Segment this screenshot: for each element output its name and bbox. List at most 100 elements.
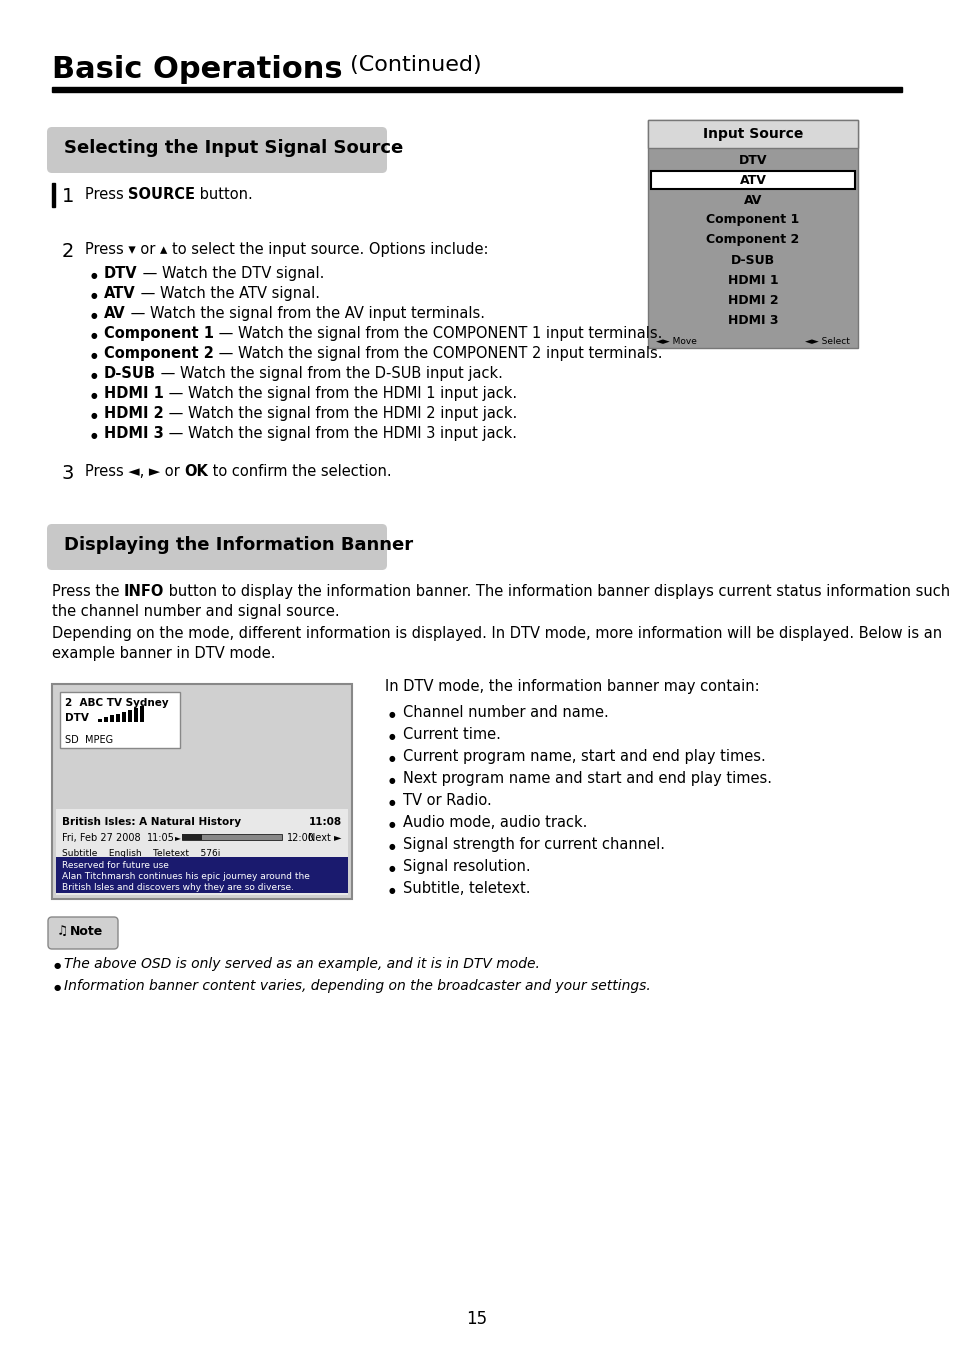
Text: DTV: DTV bbox=[738, 154, 766, 166]
Bar bbox=[182, 834, 282, 840]
Bar bbox=[182, 834, 202, 840]
Bar bbox=[122, 711, 126, 722]
Text: AV: AV bbox=[104, 306, 126, 321]
Bar bbox=[56, 857, 348, 892]
Text: ●: ● bbox=[91, 351, 97, 360]
Text: the channel number and signal source.: the channel number and signal source. bbox=[52, 603, 339, 620]
Text: Reserved for future use: Reserved for future use bbox=[62, 861, 169, 869]
Text: — Watch the signal from the COMPONENT 1 input terminals.: — Watch the signal from the COMPONENT 1 … bbox=[213, 325, 661, 342]
Text: Alan Titchmarsh continues his epic journey around the: Alan Titchmarsh continues his epic journ… bbox=[62, 872, 310, 882]
Text: ●: ● bbox=[91, 292, 97, 300]
Text: HDMI 1: HDMI 1 bbox=[104, 386, 164, 401]
Text: ●: ● bbox=[54, 961, 61, 971]
Text: ●: ● bbox=[389, 819, 395, 829]
Text: Subtitle    English    Teletext    576i: Subtitle English Teletext 576i bbox=[62, 849, 220, 859]
Text: OK: OK bbox=[184, 464, 208, 479]
Text: — Watch the signal from the HDMI 3 input jack.: — Watch the signal from the HDMI 3 input… bbox=[164, 427, 517, 441]
Text: to confirm the selection.: to confirm the selection. bbox=[208, 464, 392, 479]
Text: ●: ● bbox=[91, 331, 97, 340]
Text: HDMI 3: HDMI 3 bbox=[104, 427, 164, 441]
Text: Next ►: Next ► bbox=[308, 833, 341, 842]
Bar bbox=[647, 120, 857, 148]
Text: British Isles and discovers why they are so diverse.: British Isles and discovers why they are… bbox=[62, 883, 294, 892]
Text: — Watch the signal from the AV input terminals.: — Watch the signal from the AV input ter… bbox=[126, 306, 484, 321]
Text: ●: ● bbox=[91, 431, 97, 440]
Text: 11:08: 11:08 bbox=[309, 817, 341, 828]
Text: Component 1: Component 1 bbox=[104, 325, 213, 342]
Bar bbox=[98, 720, 102, 722]
FancyBboxPatch shape bbox=[47, 524, 387, 570]
Text: button.: button. bbox=[195, 188, 253, 202]
Text: AV: AV bbox=[743, 193, 761, 207]
Bar bbox=[128, 710, 132, 722]
Text: ●: ● bbox=[389, 842, 395, 850]
Text: ●: ● bbox=[389, 886, 395, 895]
Bar bbox=[52, 184, 55, 207]
Text: (Continued): (Continued) bbox=[342, 55, 480, 76]
Text: Fri, Feb 27 2008: Fri, Feb 27 2008 bbox=[62, 833, 140, 842]
Text: Selecting the Input Signal Source: Selecting the Input Signal Source bbox=[64, 139, 403, 157]
Text: 3: 3 bbox=[62, 464, 74, 483]
Text: Audio mode, audio track.: Audio mode, audio track. bbox=[402, 815, 587, 830]
Bar bbox=[650, 171, 854, 189]
Text: ●: ● bbox=[389, 864, 395, 873]
Text: DTV: DTV bbox=[104, 266, 137, 281]
Text: HDMI 2: HDMI 2 bbox=[727, 293, 778, 306]
Text: — Watch the DTV signal.: — Watch the DTV signal. bbox=[137, 266, 324, 281]
Text: button to display the information banner. The information banner displays curren: button to display the information banner… bbox=[164, 585, 953, 599]
Text: — Watch the signal from the HDMI 2 input jack.: — Watch the signal from the HDMI 2 input… bbox=[164, 406, 517, 421]
Text: — Watch the signal from the D-SUB input jack.: — Watch the signal from the D-SUB input … bbox=[156, 366, 502, 381]
Text: Information banner content varies, depending on the broadcaster and your setting: Information banner content varies, depen… bbox=[64, 979, 650, 994]
Text: — Watch the signal from the HDMI 1 input jack.: — Watch the signal from the HDMI 1 input… bbox=[164, 386, 517, 401]
Bar bbox=[647, 120, 857, 348]
Text: ●: ● bbox=[389, 798, 395, 807]
Bar bbox=[56, 809, 348, 895]
Text: British Isles: A Natural History: British Isles: A Natural History bbox=[62, 817, 241, 828]
Text: TV or Radio.: TV or Radio. bbox=[402, 792, 491, 809]
Text: Basic Operations: Basic Operations bbox=[52, 55, 342, 84]
Text: HDMI 3: HDMI 3 bbox=[727, 313, 778, 327]
Text: Component 2: Component 2 bbox=[705, 234, 799, 247]
Text: 2  ABC TV Sydney: 2 ABC TV Sydney bbox=[65, 698, 169, 707]
Text: 1: 1 bbox=[62, 188, 74, 207]
FancyBboxPatch shape bbox=[47, 127, 387, 173]
Text: HDMI 1: HDMI 1 bbox=[727, 274, 778, 286]
Text: Depending on the mode, different information is displayed. In DTV mode, more inf: Depending on the mode, different informa… bbox=[52, 626, 942, 641]
Text: Component 1: Component 1 bbox=[705, 213, 799, 227]
Text: Press ▾ or ▴ to select the input source. Options include:: Press ▾ or ▴ to select the input source.… bbox=[85, 242, 488, 256]
Text: Channel number and name.: Channel number and name. bbox=[402, 705, 608, 720]
Text: Current time.: Current time. bbox=[402, 728, 500, 743]
Text: ATV: ATV bbox=[104, 286, 135, 301]
Text: ●: ● bbox=[91, 410, 97, 420]
Text: 15: 15 bbox=[466, 1310, 487, 1328]
Text: ●: ● bbox=[389, 710, 395, 720]
Text: ►: ► bbox=[174, 833, 181, 842]
Text: Displaying the Information Banner: Displaying the Information Banner bbox=[64, 536, 413, 554]
Text: ◄► Select: ◄► Select bbox=[804, 338, 849, 347]
Bar bbox=[104, 717, 108, 722]
Text: Signal resolution.: Signal resolution. bbox=[402, 859, 530, 873]
Text: Subtitle, teletext.: Subtitle, teletext. bbox=[402, 882, 530, 896]
Text: 12:00: 12:00 bbox=[287, 833, 314, 842]
Text: Current program name, start and end play times.: Current program name, start and end play… bbox=[402, 749, 765, 764]
Bar bbox=[60, 693, 180, 748]
Text: ◄► Move: ◄► Move bbox=[656, 338, 696, 347]
Text: Press: Press bbox=[85, 188, 129, 202]
Text: ●: ● bbox=[389, 776, 395, 784]
Text: example banner in DTV mode.: example banner in DTV mode. bbox=[52, 647, 275, 662]
Bar bbox=[52, 86, 901, 92]
Text: Press the: Press the bbox=[52, 585, 124, 599]
Text: D-SUB: D-SUB bbox=[104, 366, 156, 381]
Text: — Watch the ATV signal.: — Watch the ATV signal. bbox=[135, 286, 319, 301]
Bar bbox=[110, 716, 113, 722]
Text: INFO: INFO bbox=[124, 585, 164, 599]
Text: ●: ● bbox=[389, 732, 395, 741]
Text: Next program name and start and end play times.: Next program name and start and end play… bbox=[402, 771, 771, 786]
Text: ATV: ATV bbox=[739, 174, 765, 186]
Text: ●: ● bbox=[91, 271, 97, 279]
Text: 2: 2 bbox=[62, 242, 74, 261]
Text: HDMI 2: HDMI 2 bbox=[104, 406, 164, 421]
Text: ●: ● bbox=[54, 983, 61, 992]
Text: The above OSD is only served as an example, and it is in DTV mode.: The above OSD is only served as an examp… bbox=[64, 957, 539, 971]
Text: 11:05: 11:05 bbox=[147, 833, 174, 842]
